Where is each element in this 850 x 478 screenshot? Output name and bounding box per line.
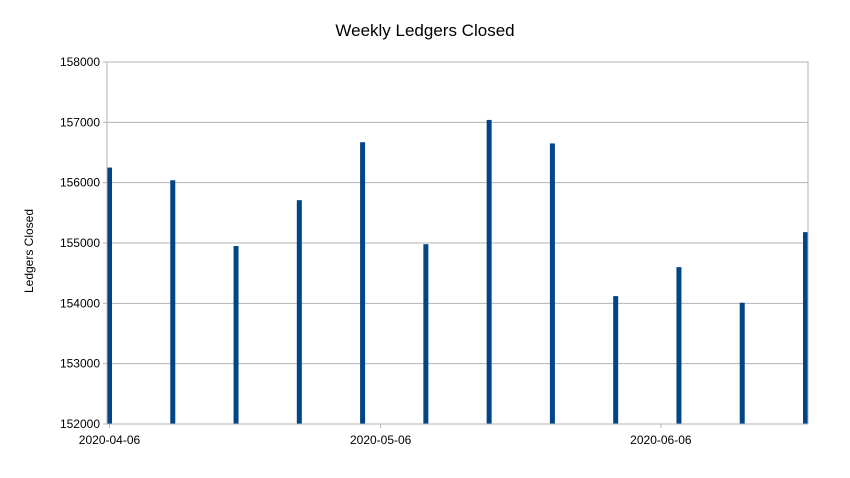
y-tick-label: 152000 xyxy=(60,417,100,431)
bar-2020-04-20 xyxy=(233,246,239,424)
y-tick-label: 153000 xyxy=(60,357,100,371)
bar-2020-05-25 xyxy=(549,143,555,424)
y-axis-label: Ledgers Closed xyxy=(22,209,36,293)
chart-title: Weekly Ledgers Closed xyxy=(335,21,514,40)
y-tick-label: 156000 xyxy=(60,176,100,190)
x-tick-label: 2020-06-06 xyxy=(630,433,692,447)
y-tick-labels: 152000 153000 154000 155000 156000 157000 1580… xyxy=(60,55,100,431)
bar-2020-04-13 xyxy=(170,180,176,424)
gridlines xyxy=(103,61,808,425)
bar-2020-06-22 xyxy=(803,232,808,424)
bar-2020-05-18 xyxy=(486,119,492,425)
bar-2020-06-01 xyxy=(613,296,619,424)
bars xyxy=(107,119,808,425)
bar-2020-05-04 xyxy=(360,142,366,424)
y-tick-label: 157000 xyxy=(60,115,100,129)
x-tick-labels: 2020-04-06 2020-05-06 2020-06-06 xyxy=(79,424,692,447)
x-tick-label: 2020-05-06 xyxy=(350,433,412,447)
y-tick-label: 158000 xyxy=(60,55,100,69)
x-tick-label: 2020-04-06 xyxy=(79,433,141,447)
y-tick-label: 154000 xyxy=(60,296,100,310)
bar-2020-04-27 xyxy=(296,200,302,424)
bar-2020-05-11 xyxy=(423,244,429,424)
bar-2020-06-15 xyxy=(739,302,745,424)
bar-2020-06-08 xyxy=(676,267,682,424)
y-tick-label: 155000 xyxy=(60,236,100,250)
plot-area xyxy=(106,61,809,425)
bar-2020-04-06 xyxy=(107,167,112,425)
